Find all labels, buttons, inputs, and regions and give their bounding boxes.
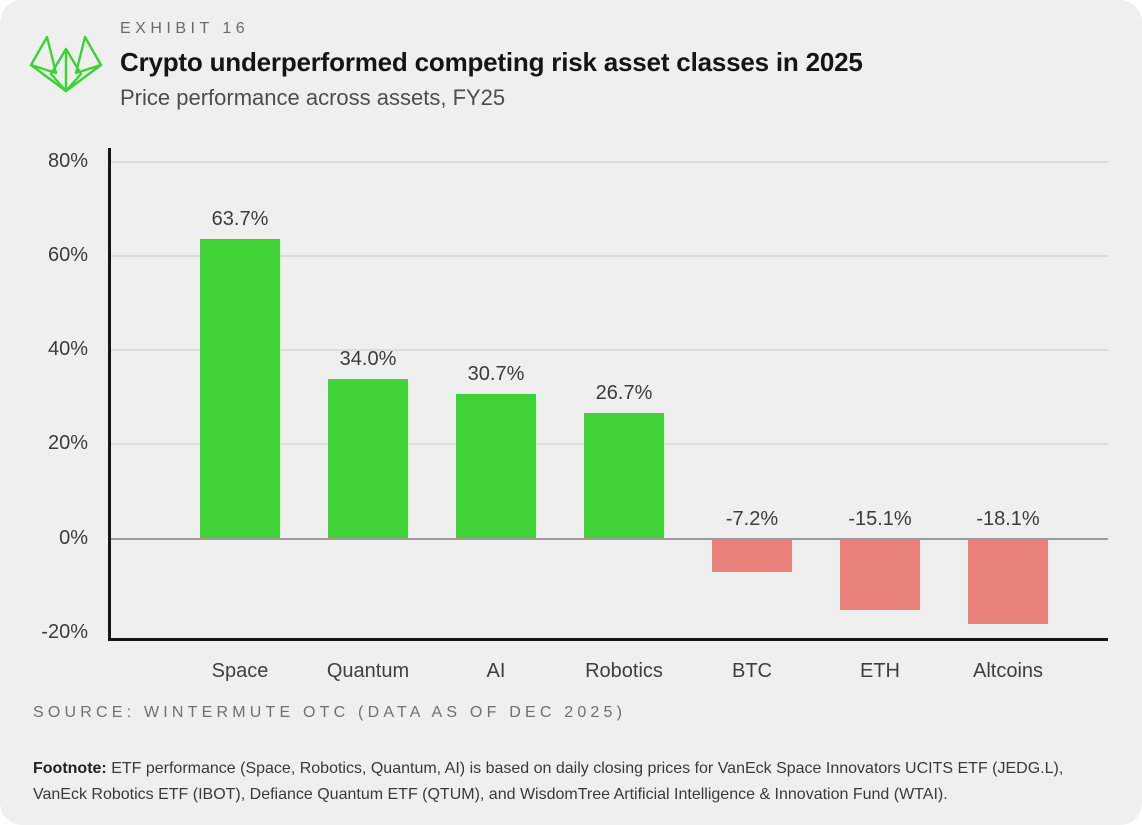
value-label-altcoins: -18.1% [976, 507, 1040, 530]
footnote-text: ETF performance (Space, Robotics, Quantu… [33, 760, 1064, 803]
y-tick-label: 0% [59, 526, 88, 549]
bar-btc [712, 538, 792, 573]
category-label-btc: BTC [732, 660, 772, 682]
source-line: SOURCE: WINTERMUTE OTC (DATA AS OF DEC 2… [33, 704, 627, 721]
y-tick-label: 80% [47, 150, 88, 173]
category-label-ai: AI [486, 660, 506, 682]
wintermute-logo-icon [29, 35, 103, 93]
y-tick-label: -20% [41, 620, 88, 643]
chart-header: EXHIBIT 16 Crypto underperformed competi… [120, 20, 863, 111]
value-label-btc: -7.2% [725, 507, 779, 530]
bar-ai [456, 394, 536, 539]
value-label-eth: -15.1% [848, 507, 912, 530]
category-label-space: Space [211, 660, 269, 682]
y-tick-label: 20% [47, 432, 88, 455]
value-label-quantum: 34.0% [339, 347, 397, 370]
gridline [111, 255, 1108, 258]
gridline [111, 161, 1108, 164]
category-label-robotics: Robotics [585, 660, 663, 682]
bar-robotics [584, 412, 664, 539]
bar-altcoins [968, 538, 1048, 624]
category-label-eth: ETH [860, 660, 900, 682]
y-axis-labels: 80% 60% 40% 20% 0% -20% [0, 148, 88, 643]
bar-space [200, 238, 280, 539]
bar-eth [840, 538, 920, 610]
category-label-quantum: Quantum [326, 660, 410, 682]
zero-gridline [111, 537, 1108, 540]
y-tick-label: 40% [47, 338, 88, 361]
bar-quantum [328, 378, 408, 539]
y-tick-label: 60% [47, 244, 88, 267]
category-label-altcoins: Altcoins [972, 660, 1044, 682]
footnote: Footnote: ETF performance (Space, Roboti… [33, 756, 1111, 807]
footnote-label: Footnote: [33, 760, 107, 777]
plot-area: 63.7% 34.0% 30.7% 26.7% -7.2% -15.1% -18.1% [108, 148, 1108, 641]
value-label-space: 63.7% [211, 207, 269, 230]
value-label-ai: 30.7% [467, 363, 525, 386]
exhibit-label: EXHIBIT 16 [120, 20, 250, 37]
chart-subtitle: Price performance across assets, FY25 [120, 85, 506, 110]
gridline [111, 349, 1108, 352]
bar-chart: 80% 60% 40% 20% 0% -20% 63.7% 34.0% 30.7% 26.7% -… [0, 148, 1142, 693]
page-title: Crypto underperformed competing risk ass… [120, 47, 863, 77]
value-label-robotics: 26.7% [595, 381, 653, 404]
